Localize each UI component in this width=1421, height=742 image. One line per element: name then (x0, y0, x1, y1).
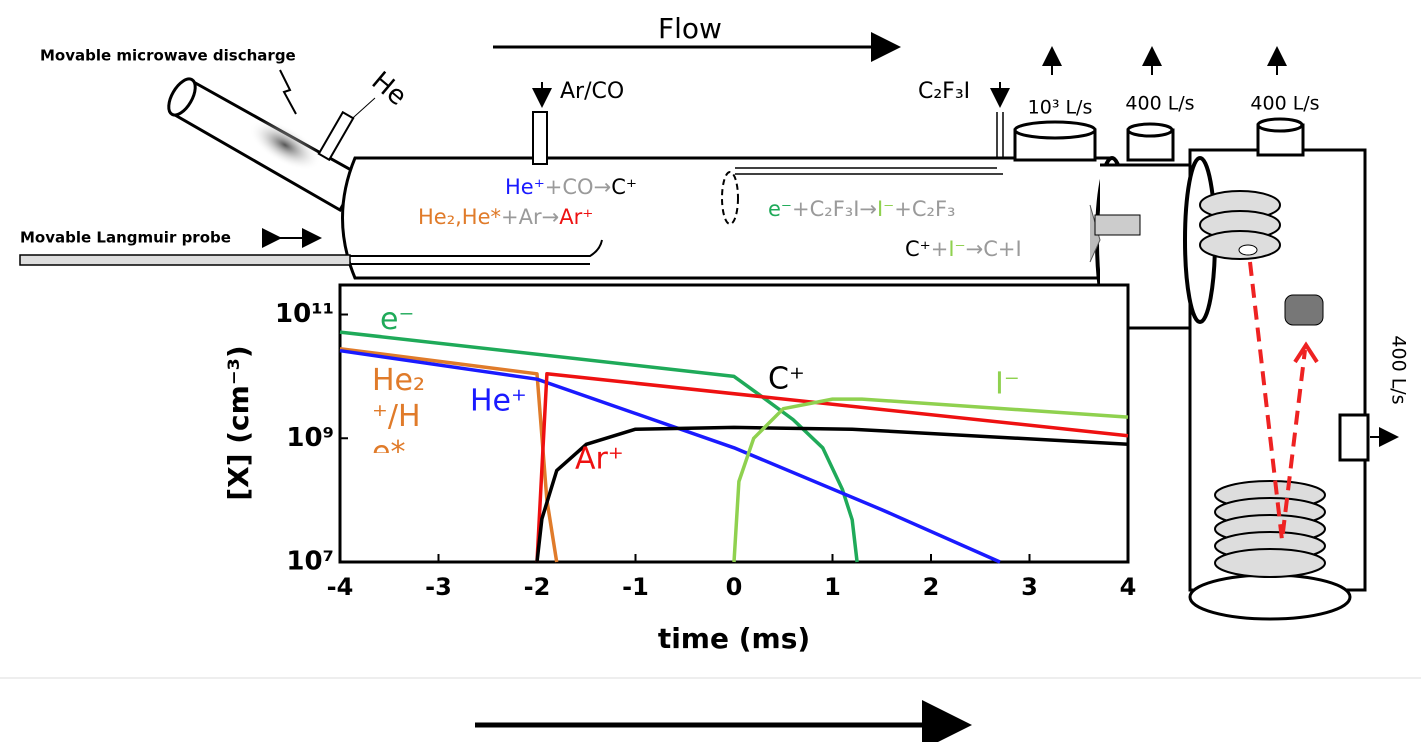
series-line (535, 372, 1129, 563)
series-label: He₂⁺/He* (372, 363, 426, 453)
discharge-tube (167, 77, 363, 213)
reaction-term: e⁻ (768, 197, 792, 221)
series-line (339, 348, 1001, 564)
series-line (339, 330, 859, 563)
x-axis-title: time (ms) (658, 622, 810, 655)
series-label: Ar⁺ (575, 442, 624, 477)
reaction-term: →C+I (966, 237, 1022, 261)
pump-label: 10³ L/s (1028, 97, 1093, 119)
x-tick-label: -2 (524, 573, 551, 601)
chamber (1183, 117, 1370, 621)
x-tick-label: 3 (1021, 573, 1038, 601)
c2f3i-label: C₂F₃I (918, 79, 970, 104)
y-tick-label: 10⁹ (286, 423, 334, 453)
reaction-term: I⁻ (877, 197, 894, 221)
y-axis-title: [X] (cm⁻³) (222, 345, 255, 500)
reaction: He⁺+CO→C⁺ (505, 175, 637, 199)
x-tick-label: 2 (923, 573, 940, 601)
series-label: I⁻ (995, 367, 1020, 402)
series-label-box: e⁻ (380, 302, 415, 337)
x-tick-label: -4 (327, 573, 354, 601)
series-label: He⁺ (470, 384, 527, 419)
x-tick-label: 0 (726, 573, 743, 601)
reaction-term: +C₂F₃ (894, 197, 955, 221)
discharge-label: Movable microwave discharge (40, 47, 296, 65)
series-label: C⁺ (768, 362, 805, 397)
reaction-term: + (931, 237, 949, 261)
pump-label: 400 L/s (1250, 93, 1319, 115)
reaction-term: C⁺ (611, 175, 637, 199)
series-line (732, 397, 1129, 563)
series-line (535, 425, 1129, 563)
reaction: He₂,He*+Ar→Ar⁺ (418, 205, 593, 229)
series-label-box: He₂⁺/He* (372, 363, 426, 453)
reaction-term: +CO→ (545, 175, 611, 199)
reaction: e⁻+C₂F₃I→I⁻+C₂F₃ (768, 197, 955, 221)
reaction-term: He₂,He* (418, 205, 501, 229)
y-tick-label: 10⁷ (286, 547, 334, 577)
lightning (279, 69, 297, 115)
plot-area (338, 283, 1130, 564)
pump-label: 400 L/s (1388, 335, 1410, 404)
x-tick-label: 4 (1120, 573, 1137, 601)
reaction-term: Ar⁺ (559, 205, 593, 229)
x-tick-label: 1 (824, 573, 841, 601)
x-tick-label: -1 (622, 573, 649, 601)
series-label: e⁻ (380, 302, 415, 337)
reaction-term: C⁺ (905, 237, 931, 261)
y-tick-label: 10¹¹ (275, 299, 334, 329)
x-tick-label: -3 (425, 573, 452, 601)
arco-label: Ar/CO (560, 79, 624, 104)
flow-label: Flow (658, 12, 722, 45)
probe-label: Movable Langmuir probe (20, 229, 231, 247)
pump-label: 400 L/s (1125, 93, 1194, 115)
reaction-term: He⁺ (505, 175, 545, 199)
reaction-term: I⁻ (948, 237, 965, 261)
reaction-term: +Ar→ (501, 205, 559, 229)
reaction-term: +C₂F₃I→ (792, 197, 877, 221)
he-label: He (366, 66, 413, 112)
reaction: C⁺+I⁻→C+I (905, 237, 1022, 261)
